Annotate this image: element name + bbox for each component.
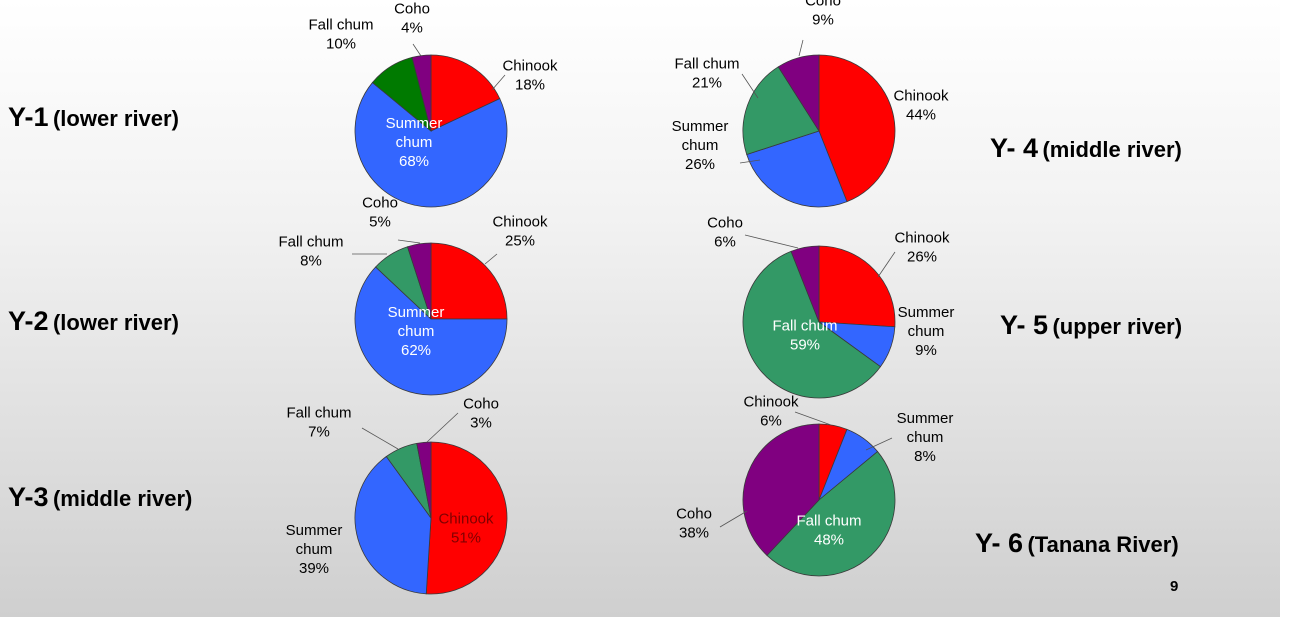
region-river: (middle river) (52, 486, 193, 511)
pie-chart-y-1: Chinook 18% Summer chum 68% Fall chum 10% Coho 4… (308, 1, 558, 208)
leader-line-coho (412, 43, 422, 57)
pie-slice-chinook (430, 242, 508, 320)
region-label-y3: Y-3 (middle river) (8, 482, 192, 513)
region-code: Y- 5 (1000, 310, 1049, 340)
region-code: Y-2 (8, 306, 49, 336)
slice-label-summer-chum: Summer chum 68% (386, 115, 443, 170)
region-river: (middle river) (1042, 137, 1182, 162)
region-river: (Tanana River) (1027, 532, 1179, 557)
region-river: (upper river) (1052, 314, 1183, 339)
pie-slice-fall-chum (766, 450, 896, 577)
pie-slice-chinook (425, 441, 508, 595)
slice-label-chinook: Chinook 18% (502, 58, 558, 94)
slice-label-coho: Coho 6% (707, 215, 743, 251)
leader-line-coho (719, 510, 748, 528)
slice-label-coho: Coho 9% (805, 0, 841, 29)
slice-label-coho: Coho 4% (394, 1, 430, 37)
region-code: Y- 4 (990, 133, 1039, 163)
leader-line-fall-chum (741, 73, 759, 99)
pie-chart-y-3: Chinook 51% Summer chum 39% Fall chum 7% Coho 3% (286, 396, 508, 595)
pie-slice-chinook (818, 245, 896, 328)
region-label-y1: Y-1 (lower river) (8, 102, 179, 133)
pie-slice-summer-chum (354, 266, 508, 396)
slice-label-chinook: Chinook 6% (743, 394, 799, 430)
pie-slice-summer-chum (746, 130, 848, 208)
pie-slice-coho (742, 423, 820, 556)
leader-line-chinook (484, 253, 498, 265)
pie-slice-coho (411, 54, 432, 132)
pie-slice-fall-chum (742, 250, 882, 399)
pie-chart-y-2: Chinook 25% Summer chum 62% Fall chum 8% Coho 5% (278, 195, 548, 396)
slice-label-fall-chum: Fall chum 21% (674, 56, 739, 92)
region-river: (lower river) (52, 106, 179, 131)
leader-line-chinook (491, 74, 506, 91)
pie-slice-summer-chum (354, 455, 432, 595)
slice-label-coho: Coho 3% (463, 396, 499, 432)
slice-label-fall-chum: Fall chum 7% (286, 405, 351, 441)
region-label-y4: Y- 4 (middle river) (990, 133, 1182, 164)
region-code: Y-1 (8, 102, 49, 132)
slice-label-summer-chum: Summer chum 62% (388, 304, 445, 359)
leader-line-coho (798, 39, 804, 57)
leader-line-chinook (877, 251, 896, 278)
pie-slice-coho (790, 245, 820, 323)
pie-chart-y-6: Chinook 6% Summer chum 8% Fall chum 48% Coho 38% (676, 394, 953, 577)
slice-label-fall-chum: Fall chum 59% (772, 318, 837, 354)
slice-label-fall-chum: Fall chum 10% (308, 17, 373, 53)
pie-slice-summer-chum (354, 81, 508, 208)
pie-slice-coho (416, 441, 432, 519)
slice-label-chinook: Chinook 51% (438, 511, 494, 547)
leader-line-coho (426, 412, 459, 443)
leader-line-chinook (794, 411, 832, 426)
page-number: 9 (1170, 578, 1179, 595)
slice-label-summer-chum: Summer chum 26% (672, 118, 729, 173)
slice-label-fall-chum: Fall chum 8% (278, 234, 343, 270)
region-label-y2: Y-2 (lower river) (8, 306, 179, 337)
pie-chart-y-5: Chinook 26% Summer chum 9% Fall chum 59% Coho 6% (707, 215, 954, 399)
pie-slice-fall-chum (742, 66, 820, 155)
slice-label-summer-chum: Summer chum 39% (286, 522, 343, 577)
pie-slice-chinook (818, 54, 896, 203)
region-label-y6: Y- 6 (Tanana River) (975, 528, 1179, 559)
slice-label-coho: Coho 38% (676, 506, 712, 542)
leader-line-coho (744, 234, 799, 249)
slice-label-coho: Coho 5% (362, 195, 398, 231)
region-label-y5: Y- 5 (upper river) (1000, 310, 1182, 341)
pie-slice-coho (777, 54, 820, 133)
pie-slice-chinook (430, 54, 501, 132)
slice-label-fall-chum: Fall chum 48% (796, 513, 861, 549)
slice-label-summer-chum: Summer chum 9% (898, 304, 955, 359)
pie-slice-coho (407, 242, 432, 320)
slice-label-chinook: Chinook 26% (894, 230, 950, 266)
region-code: Y- 6 (975, 528, 1024, 558)
leader-line-summer-chum (739, 159, 761, 164)
pie-chart-y-4: Chinook 44% Summer chum 26% Fall chum 21% Coho 9… (672, 0, 949, 208)
slice-label-summer-chum: Summer chum 8% (897, 410, 954, 465)
leader-line-summer-chum (865, 437, 893, 451)
bottom-border (0, 617, 1293, 622)
slice-label-chinook: Chinook 44% (893, 88, 949, 124)
leader-line-fall-chum (361, 427, 399, 450)
leader-line-coho (397, 239, 421, 244)
slice-label-chinook: Chinook 25% (492, 214, 548, 250)
region-river: (lower river) (52, 310, 179, 335)
region-code: Y-3 (8, 482, 49, 512)
right-border (1280, 0, 1293, 622)
